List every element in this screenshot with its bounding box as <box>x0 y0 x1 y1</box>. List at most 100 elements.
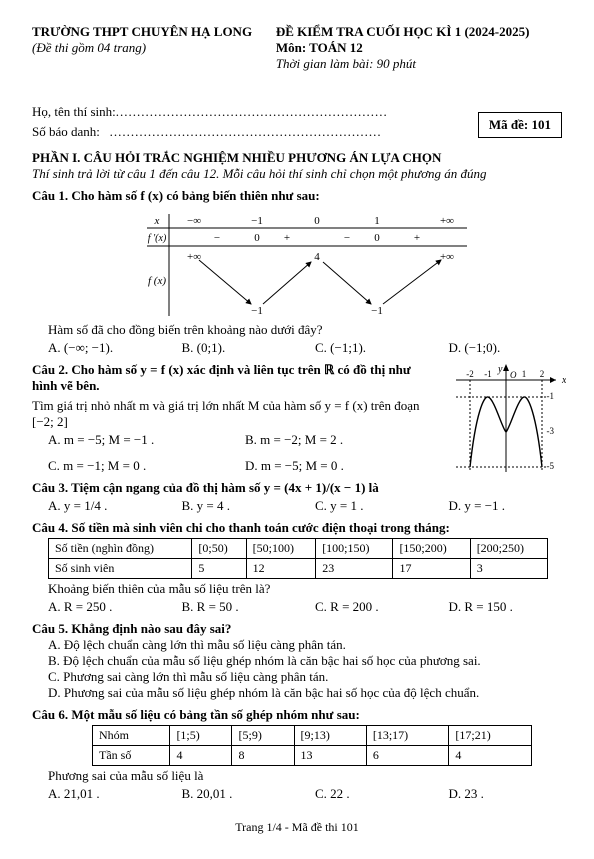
q2-yt1: -3 <box>547 426 555 436</box>
q1-stem: Câu 1. Cho hàm số f (x) có bảng biến thi… <box>32 188 320 203</box>
q4-opt-b: B. R = 50 . <box>182 599 296 615</box>
q3-opt-d: D. y = −1 . <box>449 498 563 514</box>
fps-2: + <box>284 232 290 244</box>
variation-table-svg: x f ′(x) f (x) −∞ −1 0 1 +∞ − 0 + − 0 + … <box>117 208 477 318</box>
x-lab-4: +∞ <box>440 215 454 227</box>
q6-table: Nhóm [1;5) [5;9) [9;13) [13;17) [17;21) … <box>92 725 532 766</box>
val-at0: 4 <box>314 251 320 263</box>
q4-c2: 23 <box>316 559 393 579</box>
x-lab-2: 0 <box>314 215 320 227</box>
q2-domain: [−2; 2] <box>32 414 432 430</box>
q4-row2-0: Số sinh viên <box>49 559 192 579</box>
row-x-label: x <box>154 215 160 227</box>
q4-opt-c: C. R = 200 . <box>315 599 429 615</box>
q2-yt2: -5 <box>547 461 555 471</box>
q2-graph-svg: x y O -2 -1 1 2 -1 -3 -5 <box>446 362 566 482</box>
school-name: TRƯỜNG THPT CHUYÊN HẠ LONG <box>32 24 276 40</box>
q4-stem: Câu 4. Số tiền mà sinh viên chi cho than… <box>32 520 450 535</box>
fps-4: 0 <box>374 232 380 244</box>
exam-title: ĐỀ KIỂM TRA CUỐI HỌC KÌ 1 (2024-2025) <box>276 24 562 40</box>
q6-col0: Nhóm <box>93 726 170 746</box>
question-1: Câu 1. Cho hàm số f (x) có bảng biến thi… <box>32 188 562 204</box>
q4-col0: Số tiền (nghìn đồng) <box>49 539 192 559</box>
q1-opt-a: A. (−∞; −1). <box>48 340 162 356</box>
q4-c4: 3 <box>470 559 547 579</box>
q2-yt0: -1 <box>547 391 555 401</box>
q4-c0: 5 <box>192 559 246 579</box>
q6-c4: 4 <box>449 746 532 766</box>
q6-opt-a: A. 21,01 . <box>48 786 162 802</box>
q2-stem: Câu 2. Cho hàm số y = f (x) xác định và … <box>32 362 411 393</box>
q5-opt-c: C. Phương sai càng lớn thì mẫu số liệu c… <box>48 669 562 685</box>
q1-opt-b: B. (0;1). <box>182 340 296 356</box>
section1-instr: Thí sinh trả lời từ câu 1 đến câu 12. Mỗ… <box>32 166 562 182</box>
table-row: Tần số 4 8 13 6 4 <box>93 746 532 766</box>
q3-options: A. y = 1/4 . B. y = 4 . C. y = 1 . D. y … <box>48 498 562 514</box>
q6-post: Phương sai của mẫu số liệu là <box>48 768 562 784</box>
q2-mid: Tìm giá trị nhỏ nhất m và giá trị lớn nh… <box>32 398 432 414</box>
q4-int-3: [150;200) <box>393 539 470 559</box>
row-fp-label: f ′(x) <box>148 233 167 244</box>
q4-int-0: [0;50) <box>192 539 246 559</box>
q5-opt-d: D. Phương sai của mẫu số liệu ghép nhóm … <box>48 685 562 701</box>
q2-xt3: 2 <box>540 369 545 379</box>
q3-stem: Câu 3. Tiệm cận ngang của đồ thị hàm số … <box>32 480 379 495</box>
x-lab-1: −1 <box>251 215 263 227</box>
q5-stem: Câu 5. Khẳng định nào sau đây sai? <box>32 621 231 636</box>
q6-c1: 8 <box>232 746 294 766</box>
table-row: Số sinh viên 5 12 23 17 3 <box>49 559 548 579</box>
val-minf: +∞ <box>187 251 201 263</box>
fps-1: 0 <box>254 232 260 244</box>
val-m1: −1 <box>251 305 263 317</box>
q6-options: A. 21,01 . B. 20,01 . C. 22 . D. 23 . <box>48 786 562 802</box>
section1-title: PHẦN I. CÂU HỎI TRẮC NGHIỆM NHIỀU PHƯƠNG… <box>32 150 562 166</box>
q5-opt-b: B. Độ lệch chuẩn của mẫu số liệu ghép nh… <box>48 653 562 669</box>
name-label: Họ, tên thí sinh: <box>32 104 116 119</box>
x-lab-0: −∞ <box>187 215 201 227</box>
q6-int-3: [13;17) <box>366 726 449 746</box>
q2-ax-y: y <box>497 364 503 375</box>
dots-line: ........................................… <box>116 104 388 119</box>
table-row: Nhóm [1;5) [5;9) [9;13) [13;17) [17;21) <box>93 726 532 746</box>
x-lab-3: 1 <box>374 215 380 227</box>
val-p1: −1 <box>371 305 383 317</box>
pages-note: (Đề thi gồm 04 trang) <box>32 40 276 56</box>
q2-ax-x: x <box>561 375 566 386</box>
page-footer: Trang 1/4 - Mã đề thi 101 <box>32 820 562 835</box>
q4-table: Số tiền (nghìn đồng) [0;50) [50;100) [10… <box>48 538 548 579</box>
q4-post: Khoảng biến thiên của mẫu số liệu trên l… <box>48 581 562 597</box>
q6-int-4: [17;21) <box>449 726 532 746</box>
q1-post: Hàm số đã cho đồng biến trên khoảng nào … <box>48 322 562 338</box>
time-line: Thời gian làm bài: 90 phút <box>276 56 562 72</box>
q6-int-2: [9;13) <box>294 726 366 746</box>
q1-options: A. (−∞; −1). B. (0;1). C. (−1;1). D. (−1… <box>48 340 562 356</box>
q1-opt-c: C. (−1;1). <box>315 340 429 356</box>
q2-xt2: 1 <box>522 369 527 379</box>
q6-stem: Câu 6. Một mẫu số liệu có bảng tần số gh… <box>32 707 360 722</box>
q4-c3: 17 <box>393 559 470 579</box>
question-2: Câu 2. Cho hàm số y = f (x) xác định và … <box>32 362 562 474</box>
q6-c2: 13 <box>294 746 366 766</box>
q6-opt-c: C. 22 . <box>315 786 429 802</box>
question-4: Câu 4. Số tiền mà sinh viên chi cho than… <box>32 520 562 536</box>
q4-c1: 12 <box>246 559 316 579</box>
q6-opt-d: D. 23 . <box>449 786 563 802</box>
exam-header: TRƯỜNG THPT CHUYÊN HẠ LONG (Đề thi gồm 0… <box>32 24 562 72</box>
q2-opt-d: D. m = −5; M = 0 . <box>245 458 414 474</box>
row-f-label: f (x) <box>148 275 166 287</box>
q5-opt-a: A. Độ lệch chuẩn càng lớn thì mẫu số liệ… <box>48 637 562 653</box>
q4-int-1: [50;100) <box>246 539 316 559</box>
q4-opt-d: D. R = 150 . <box>449 599 563 615</box>
q2-opt-c: C. m = −1; M = 0 . <box>48 458 217 474</box>
question-3: Câu 3. Tiệm cận ngang của đồ thị hàm số … <box>32 480 562 496</box>
q6-opt-b: B. 20,01 . <box>182 786 296 802</box>
fps-5: + <box>414 232 420 244</box>
question-6: Câu 6. Một mẫu số liệu có bảng tần số gh… <box>32 707 562 723</box>
table-row: Số tiền (nghìn đồng) [0;50) [50;100) [10… <box>49 539 548 559</box>
val-pinf: +∞ <box>440 251 454 263</box>
q4-int-4: [200;250) <box>470 539 547 559</box>
q2-opt-a: A. m = −5; M = −1 . <box>48 432 217 448</box>
id-label: Số báo danh: <box>32 124 100 139</box>
q6-row2-0: Tần số <box>93 746 170 766</box>
q3-opt-b: B. y = 4 . <box>182 498 296 514</box>
